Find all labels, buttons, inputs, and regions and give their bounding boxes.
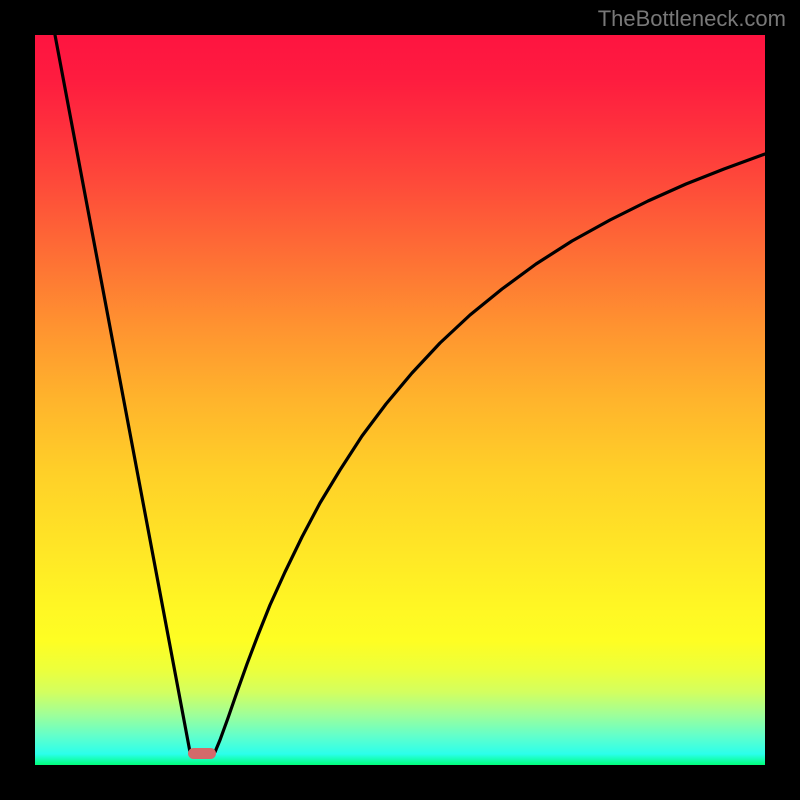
- vertex-marker: [188, 748, 216, 759]
- frame-border-bottom: [0, 765, 800, 800]
- plot-gradient-area: [35, 35, 765, 765]
- watermark-text: TheBottleneck.com: [598, 6, 786, 32]
- chart-frame: TheBottleneck.com: [0, 0, 800, 800]
- frame-border-right: [765, 0, 800, 800]
- frame-border-left: [0, 0, 35, 800]
